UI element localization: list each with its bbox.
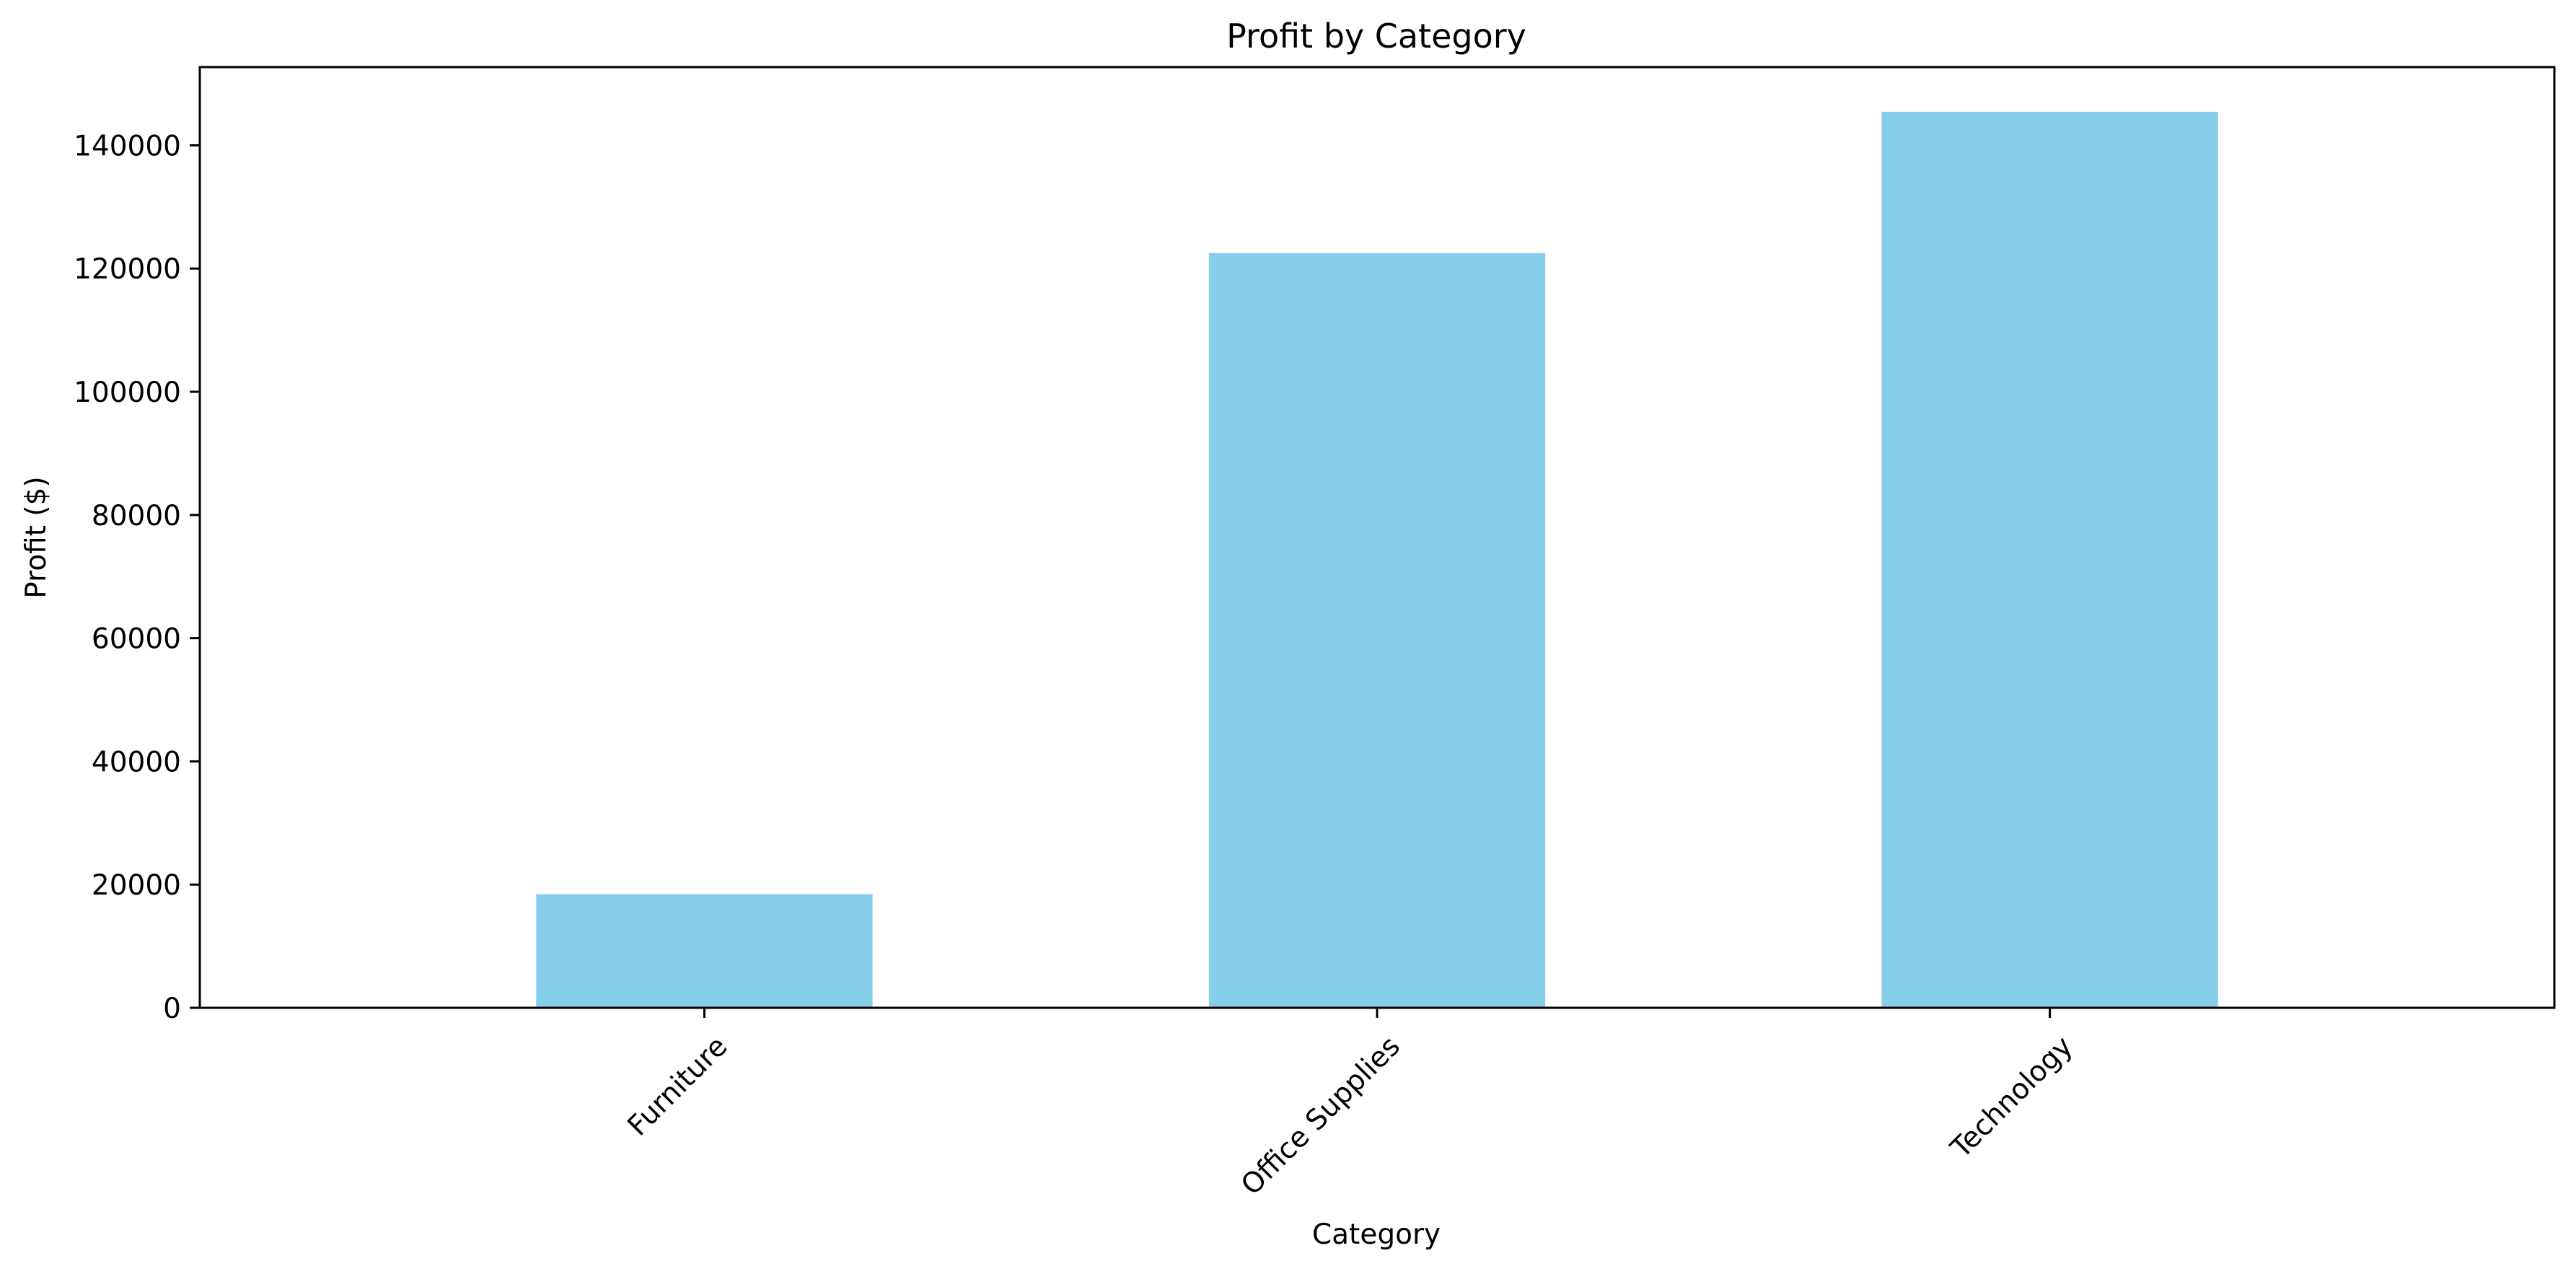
- y-tick-label: 120000: [74, 253, 181, 286]
- plot-frame: [198, 66, 2556, 1009]
- x-tick-label-furniture: Furniture: [622, 1030, 734, 1143]
- y-axis-ticks: 0 20000 40000 60000 80000 100000 120000 140000: [74, 130, 200, 1025]
- y-tick-label: 40000: [92, 746, 181, 778]
- bar-office-supplies: [1208, 252, 1546, 1009]
- x-tick-label-office-supplies: Office Supplies: [1235, 1030, 1407, 1202]
- y-tick-label: 80000: [92, 500, 181, 532]
- y-axis-label: Profit ($): [20, 476, 53, 598]
- y-tick-label: 100000: [74, 377, 181, 409]
- y-tick-label: 0: [163, 993, 181, 1025]
- bar-technology: [1881, 111, 2218, 1009]
- bars-group: [536, 111, 2218, 1009]
- x-axis-ticks: Furniture Office Supplies Technology: [622, 1008, 2079, 1202]
- y-tick-label: 140000: [74, 130, 181, 162]
- y-tick-label: 60000: [92, 623, 181, 656]
- x-tick-label-technology: Technology: [1944, 1030, 2079, 1165]
- chart-title: Profit by Category: [1226, 17, 1526, 56]
- bar-furniture: [536, 894, 873, 1008]
- x-axis-label: Category: [1312, 1218, 1441, 1251]
- y-tick-label: 20000: [92, 869, 181, 902]
